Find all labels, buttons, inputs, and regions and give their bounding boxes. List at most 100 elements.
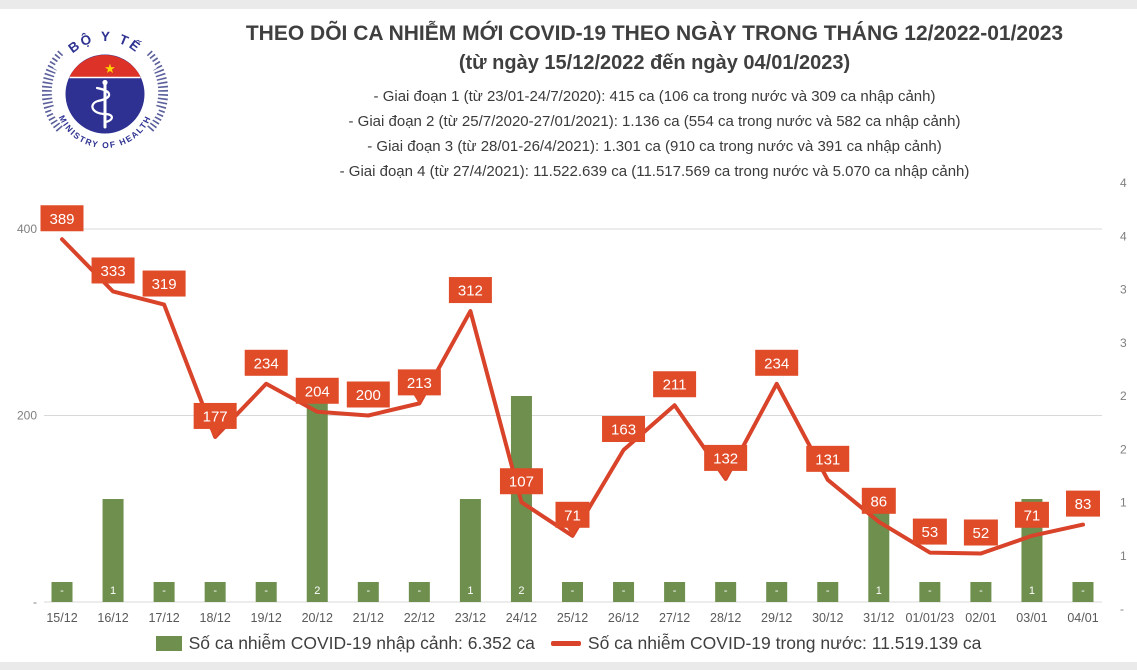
line-value-label: 389 <box>49 211 74 228</box>
x-axis-label: 31/12 <box>863 611 894 625</box>
line-value-label: 234 <box>764 355 789 372</box>
bar-value-label: 2 <box>518 585 524 597</box>
bar <box>357 582 379 602</box>
bar-value-label: - <box>418 585 422 597</box>
x-axis-label: 25/12 <box>557 611 588 625</box>
bar-value-label: - <box>724 585 728 597</box>
line-value-label: 200 <box>356 387 381 404</box>
x-axis-label: 04/01 <box>1067 611 1098 625</box>
line-value-box <box>295 377 339 404</box>
x-axis-label: 19/12 <box>251 611 282 625</box>
right-axis-tick-label: 4 <box>1120 229 1127 243</box>
line-value-box <box>1014 501 1049 528</box>
bar-value-label: - <box>673 585 677 597</box>
bar-value-label: - <box>571 585 575 597</box>
bottom-strip <box>0 662 1137 670</box>
legend-item-imported: Số ca nhiễm COVID-19 nhập cảnh: 6.352 ca <box>155 633 535 654</box>
left-axis-tick-label: 400 <box>17 222 37 236</box>
line-value-label: 52 <box>973 525 990 542</box>
bar <box>459 499 481 602</box>
page-title: THEO DÕI CA NHIỄM MỚI COVID-19 THEO NGÀY… <box>245 22 1064 45</box>
bar-value-label: 1 <box>876 585 882 597</box>
phase-line-3: - Giai đoạn 3 (từ 28/01-26/4/2021): 1.30… <box>367 138 942 155</box>
logo-text-band-top <box>53 38 157 77</box>
x-axis-label: 18/12 <box>200 611 231 625</box>
phase-line-2: - Giai đoạn 2 (từ 25/7/2020-27/01/2021):… <box>348 113 961 130</box>
right-axis-tick-label: 3 <box>1120 336 1127 350</box>
callout-pointer <box>209 427 222 438</box>
left-axis-tick-label: 200 <box>17 409 37 423</box>
right-axis-tick-label: 4 <box>1120 176 1127 190</box>
bar <box>664 582 686 602</box>
moh-logo-graphic: ★ BỘ Y TẾ MINISTRY OF HEALTH <box>41 29 169 150</box>
phase-line-4: - Giai đoạn 4 (từ 27/4/2021): 11.522.639… <box>339 163 970 180</box>
line-value-box <box>448 277 492 304</box>
header-titles: THEO DÕI CA NHIỄM MỚI COVID-19 THEO NGÀY… <box>178 22 1131 184</box>
legend-domestic-label: Số ca nhiễm COVID-19 trong nước: 11.519.… <box>587 633 982 653</box>
bar-value-label: - <box>264 585 268 597</box>
line-value-box <box>91 257 135 284</box>
line-value-label: 312 <box>458 283 483 300</box>
bar-value-label: - <box>213 585 217 597</box>
line-value-box <box>704 444 748 471</box>
line-value-label: 213 <box>407 375 432 392</box>
x-axis-label: 27/12 <box>659 611 690 625</box>
line-value-label: 333 <box>101 263 126 280</box>
right-axis-tick-label: - <box>1120 602 1124 616</box>
bar-value-label: - <box>775 585 779 597</box>
line-value-box <box>397 369 441 396</box>
bar <box>766 582 788 602</box>
bar <box>1072 582 1094 602</box>
chart-legend: Số ca nhiễm COVID-19 nhập cảnh: 6.352 ca… <box>0 633 1137 654</box>
line-value-label: 177 <box>203 408 228 425</box>
line-value-box <box>653 371 697 398</box>
line-value-box <box>193 402 237 429</box>
line-value-box <box>912 518 947 545</box>
line-value-box <box>555 501 590 528</box>
line-value-label: 71 <box>1024 507 1041 524</box>
bar <box>817 582 839 602</box>
callout-pointer <box>719 469 732 480</box>
bar <box>153 582 175 602</box>
line-value-label: 319 <box>152 276 177 293</box>
line-value-box <box>861 487 896 514</box>
moh-logo: ★ BỘ Y TẾ MINISTRY OF HEALTH <box>41 22 169 158</box>
line-value-box <box>142 270 186 297</box>
bar-value-label: 1 <box>110 585 116 597</box>
callout-pointer <box>566 526 579 537</box>
right-axis-tick-label: 1 <box>1120 496 1127 510</box>
right-axis-tick-label: 3 <box>1120 283 1127 297</box>
bar <box>562 582 583 602</box>
bar <box>919 582 941 602</box>
right-axis-tick-label: 2 <box>1120 389 1127 403</box>
line-value-label: 107 <box>509 474 534 491</box>
x-axis-label: 29/12 <box>761 611 792 625</box>
line-value-label: 132 <box>713 450 738 467</box>
line-value-box <box>602 416 646 443</box>
bar-value-label: - <box>60 585 64 597</box>
caduceus-icon <box>91 79 113 129</box>
left-axis-tick-label: - <box>33 595 37 609</box>
line-value-box <box>40 205 84 232</box>
imported-bar-swatch-icon <box>155 636 182 651</box>
line-value-box <box>346 381 390 408</box>
bar-value-label: - <box>622 585 626 597</box>
x-axis-label: 16/12 <box>97 611 128 625</box>
logo-star-icon: ★ <box>104 61 116 76</box>
legend-item-domestic: Số ca nhiễm COVID-19 trong nước: 11.519.… <box>550 633 982 654</box>
bar <box>715 582 737 602</box>
line-value-box <box>806 445 850 472</box>
domestic-line-swatch-icon <box>550 641 581 646</box>
bar-value-label: 2 <box>314 585 320 597</box>
line-value-label: 71 <box>564 507 581 524</box>
line-value-label: 204 <box>305 383 330 400</box>
line-value-label: 234 <box>254 355 279 372</box>
bar-value-label: - <box>979 585 983 597</box>
legend-imported-label: Số ca nhiễm COVID-19 nhập cảnh: 6.352 ca <box>188 633 535 653</box>
x-axis-label: 24/12 <box>506 611 537 625</box>
phase-line-1: - Giai đoạn 1 (từ 23/01-24/7/2020): 415 … <box>373 88 936 105</box>
bar <box>204 582 226 602</box>
line-value-box <box>244 349 288 376</box>
bar <box>102 499 124 602</box>
